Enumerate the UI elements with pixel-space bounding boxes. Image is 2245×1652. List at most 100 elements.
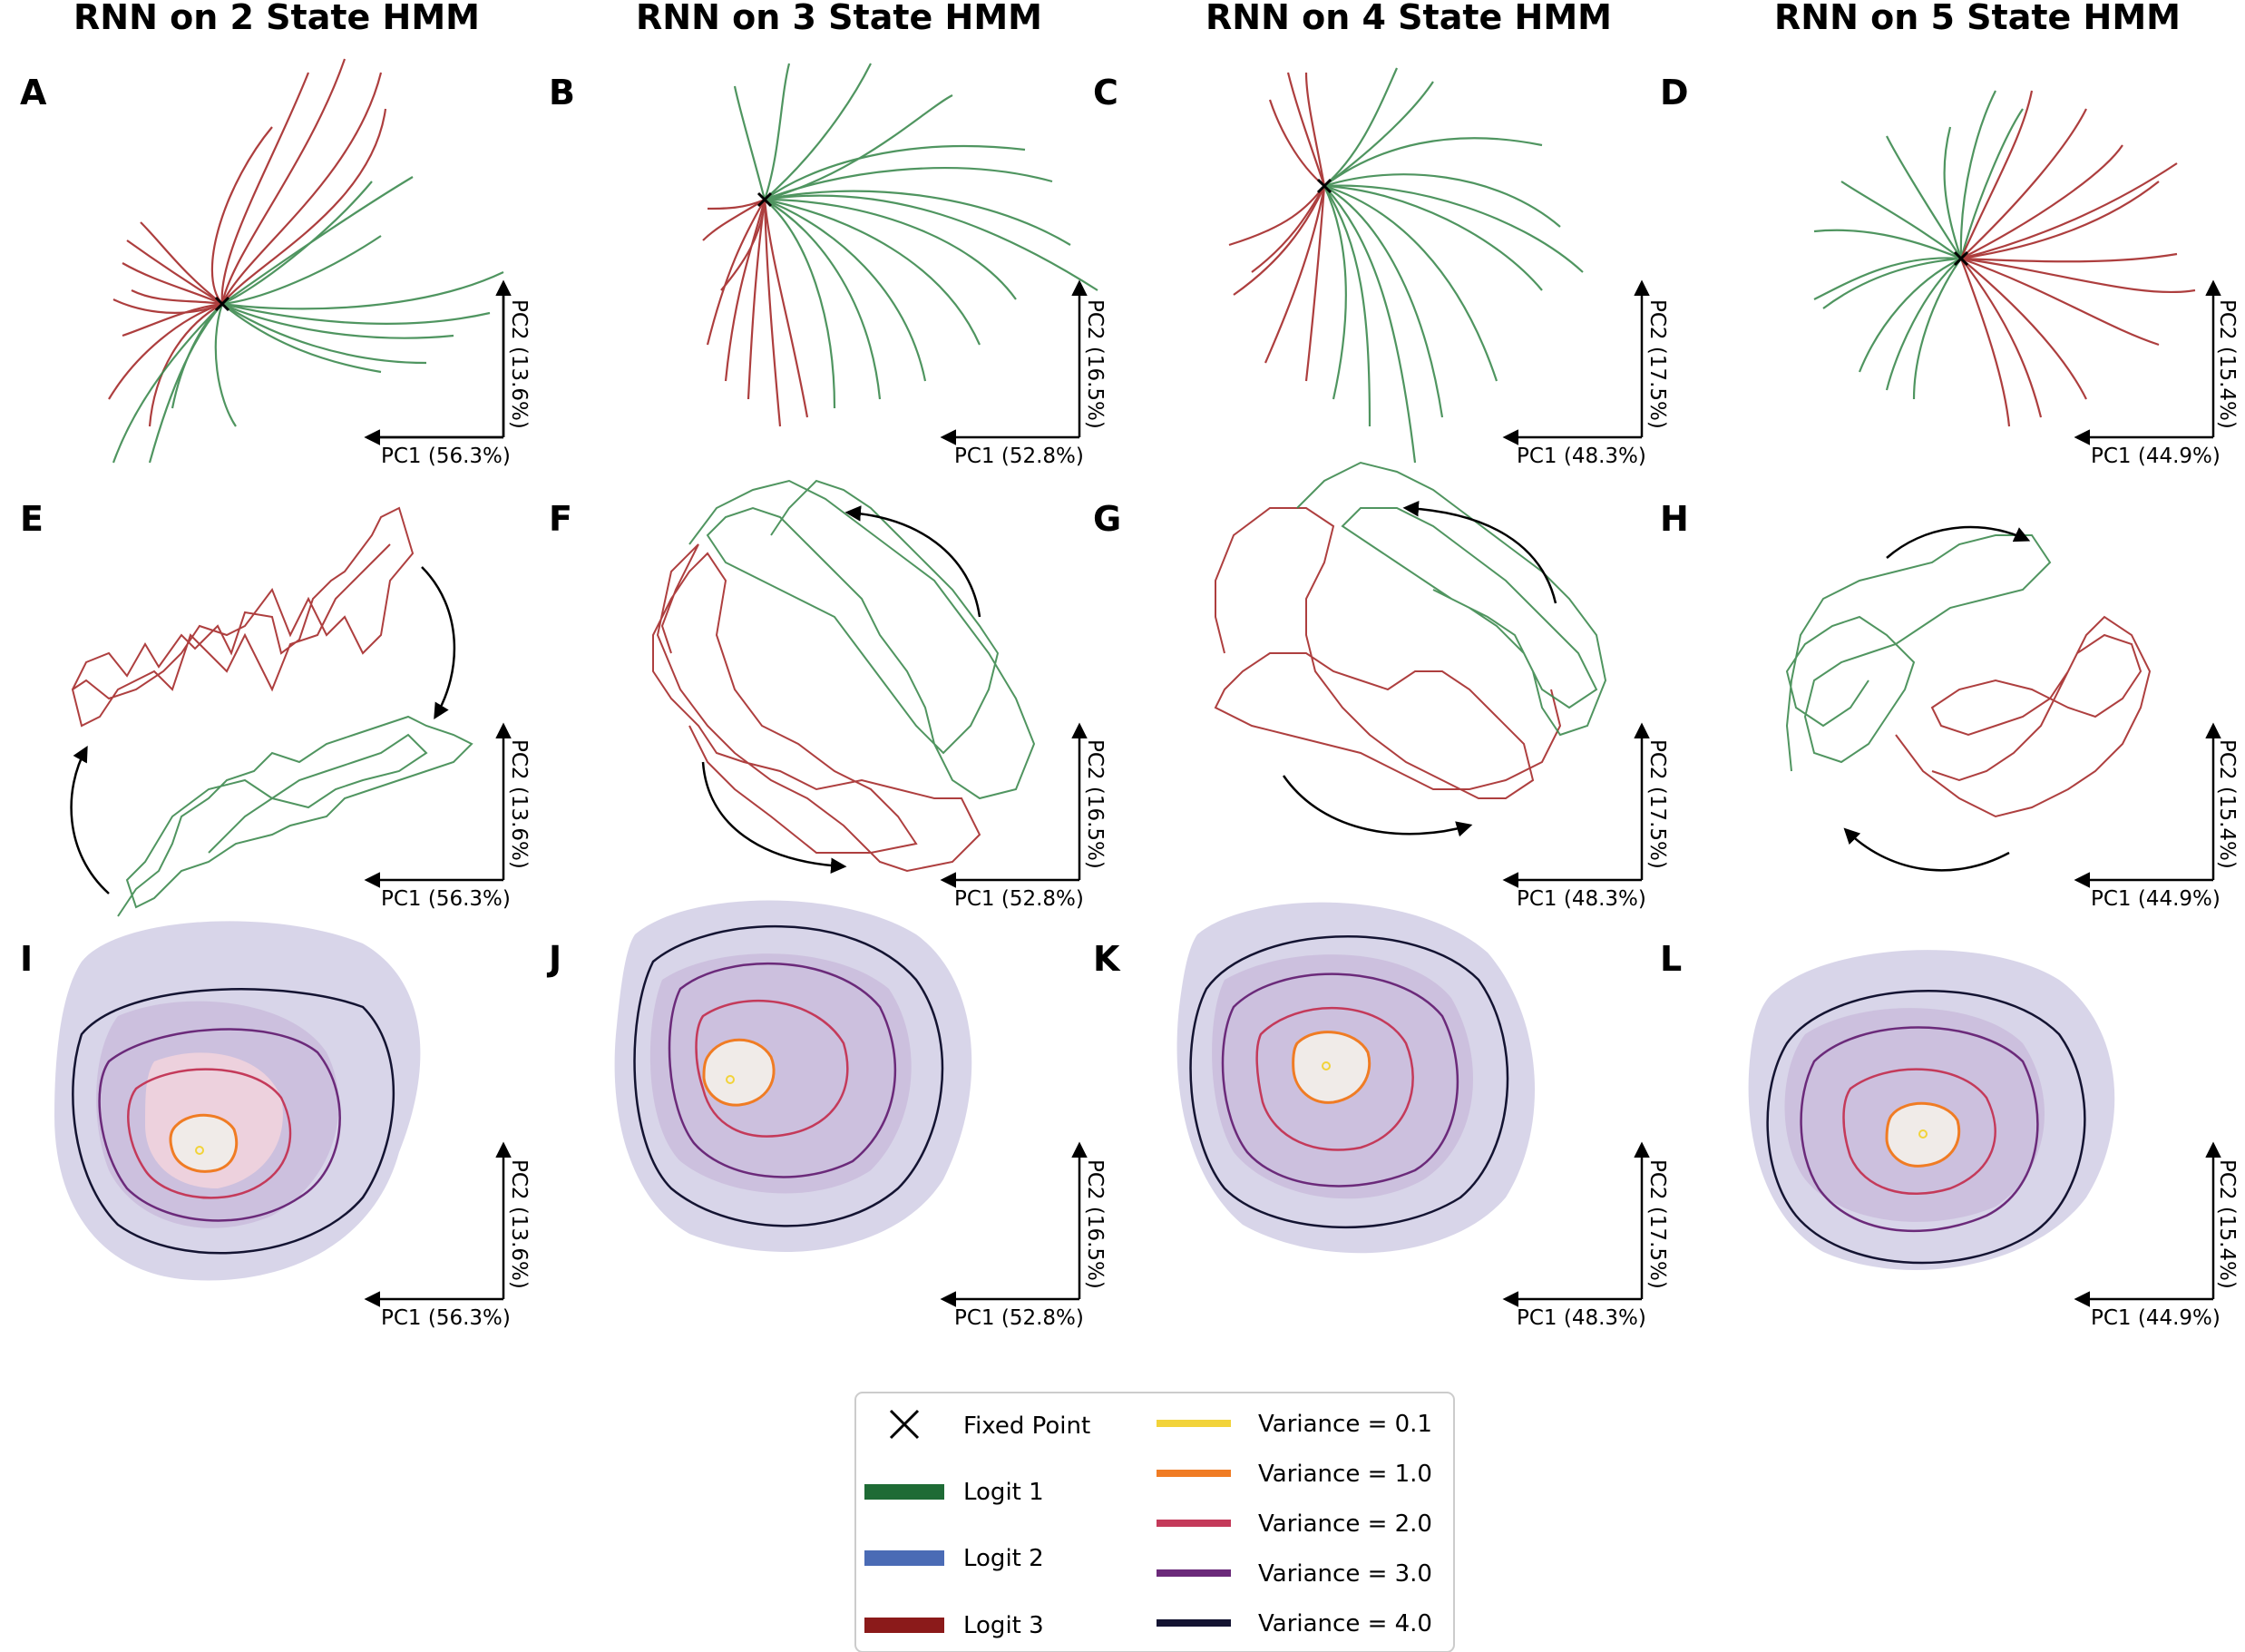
contour-var-2-L xyxy=(1842,1068,1996,1196)
red-sample-trajectory-H xyxy=(1895,615,2152,818)
pc-axis-B: PC1 (52.8%) PC2 (16.5%) xyxy=(940,279,1107,468)
fixed-point-B xyxy=(756,191,773,208)
legend-swatch-variance-3.0 xyxy=(1157,1569,1231,1577)
panel-letter-I: I xyxy=(20,939,33,979)
fixed-point-A xyxy=(214,296,230,312)
panel-I: I xyxy=(20,921,421,1281)
panel-letter-G: G xyxy=(1093,499,1121,539)
legend-swatch-variance-1.0 xyxy=(1157,1470,1231,1477)
legend-swatch-logit-3 xyxy=(864,1618,944,1633)
panel-letter-A: A xyxy=(20,73,47,112)
panel-C: C xyxy=(1093,67,1584,464)
panel-letter-E: E xyxy=(20,499,44,539)
red-trajectories-B xyxy=(702,198,809,427)
pc-axis-E: PC1 (56.3%) PC2 (13.6%) xyxy=(364,722,531,911)
pc-axes: PC1 (56.3%) PC2 (13.6%) PC1 (56.3%) PC2 … xyxy=(364,279,2239,1330)
pc2-label-G: PC2 (17.5%) xyxy=(1645,739,1669,869)
pc1-label-I: PC1 (56.3%) xyxy=(381,1306,511,1330)
legend-variance-0.1: Variance = 0.1 xyxy=(1157,1411,1432,1438)
legend-logit-2: Logit 2 xyxy=(864,1545,1044,1572)
flow-arrow-E-1 xyxy=(421,566,456,720)
contour-var-0.1-K xyxy=(1322,1061,1331,1070)
green-sample-trajectory-E xyxy=(117,715,473,917)
contour-var-3-I xyxy=(98,1028,341,1222)
panel-letter-B: B xyxy=(549,73,575,112)
pc-axis-H: PC1 (44.9%) PC2 (15.4%) xyxy=(2074,722,2239,911)
pc-axis-G: PC1 (48.3%) PC2 (17.5%) xyxy=(1502,722,1669,911)
panel-letter-H: H xyxy=(1660,499,1689,539)
legend-variance-4.0: Variance = 4.0 xyxy=(1157,1610,1432,1637)
red-trajectories-C xyxy=(1228,72,1326,382)
panel-letter-D: D xyxy=(1660,73,1689,112)
green-trajectories-C xyxy=(1323,67,1584,464)
green-sample-trajectory-F xyxy=(688,479,1036,800)
legend-variance-3.0: Variance = 3.0 xyxy=(1157,1560,1432,1588)
pc2-label-J: PC2 (16.5%) xyxy=(1083,1159,1107,1289)
red-trajectories-D xyxy=(1959,90,2196,427)
x-mark-icon xyxy=(889,1409,920,1440)
contour-var-3-L xyxy=(1800,1026,2039,1233)
legend-swatch-logit-2 xyxy=(864,1550,944,1566)
pc-axis-C: PC1 (48.3%) PC2 (17.5%) xyxy=(1502,279,1669,468)
contour-var-1-J xyxy=(702,1038,776,1107)
pc2-label-B: PC2 (16.5%) xyxy=(1083,299,1107,429)
pc2-label-F: PC2 (16.5%) xyxy=(1083,739,1107,869)
pc1-label-J: PC1 (52.8%) xyxy=(954,1306,1084,1330)
green-trajectories-A xyxy=(112,176,504,464)
pc1-label-L: PC1 (44.9%) xyxy=(2091,1306,2221,1330)
pc2-label-K: PC2 (17.5%) xyxy=(1645,1159,1669,1289)
panel-A: A xyxy=(20,58,504,464)
contour-var-4-K xyxy=(1189,935,1509,1229)
pc1-label-G: PC1 (48.3%) xyxy=(1517,887,1646,911)
legend-label-variance-4.0: Variance = 4.0 xyxy=(1258,1610,1432,1637)
panel-J: J xyxy=(546,900,972,1252)
panel-E: E xyxy=(20,499,473,917)
pc-axis-A: PC1 (56.3%) PC2 (13.6%) xyxy=(367,279,531,468)
contour-var-1-K xyxy=(1292,1031,1371,1104)
legend-label-logit-2: Logit 2 xyxy=(963,1545,1044,1572)
green-trajectories-B xyxy=(733,63,1098,409)
panel-D: D xyxy=(1660,73,2196,427)
fixed-point-C xyxy=(1316,178,1332,194)
contour-var-4-I xyxy=(72,988,395,1255)
pc-axis-J: PC1 (52.8%) PC2 (16.5%) xyxy=(940,1141,1107,1330)
legend-swatch-variance-0.1 xyxy=(1157,1420,1231,1427)
panel-H: H xyxy=(1660,499,2152,872)
pc-axis-D: PC1 (44.9%) PC2 (15.4%) xyxy=(2074,279,2239,468)
red-sample-trajectory-F xyxy=(652,543,981,873)
contour-var-2-I xyxy=(127,1068,292,1199)
pc-axis-F: PC1 (52.8%) PC2 (16.5%) xyxy=(940,722,1107,911)
density-mid-J xyxy=(649,953,912,1194)
contour-var-0.1-J xyxy=(726,1075,735,1084)
flow-arrow-G-1 xyxy=(1402,501,1557,604)
contour-var-0.1-L xyxy=(1918,1129,1928,1139)
fixed-point-D xyxy=(1953,250,1969,267)
pc1-label-E: PC1 (56.3%) xyxy=(381,887,511,911)
red-trajectories-A xyxy=(108,58,387,427)
legend-label-variance-0.1: Variance = 0.1 xyxy=(1258,1411,1432,1438)
pc-axis-I: PC1 (56.3%) PC2 (13.6%) xyxy=(364,1141,531,1330)
pc-axis-K: PC1 (48.3%) PC2 (17.5%) xyxy=(1502,1141,1669,1330)
contour-var-1-I xyxy=(169,1113,239,1173)
legend-fixed-point: Fixed Point xyxy=(889,1409,1090,1440)
column-title-1: RNN on 2 State HMM xyxy=(73,0,480,37)
flow-arrow-F-2 xyxy=(701,761,847,874)
panel-letter-J: J xyxy=(546,939,561,979)
column-title-2: RNN on 3 State HMM xyxy=(636,0,1042,37)
contour-var-2-J xyxy=(695,999,849,1138)
pc2-label-I: PC2 (13.6%) xyxy=(507,1159,531,1289)
pc1-label-H: PC1 (44.9%) xyxy=(2091,887,2221,911)
contour-var-0.1-I xyxy=(195,1146,204,1155)
legend-swatch-variance-2.0 xyxy=(1157,1520,1231,1527)
green-sample-trajectory-G xyxy=(1296,461,1607,737)
legend: Fixed Point Logit 1 Logit 2 Logit 3 Vari… xyxy=(854,1392,1455,1652)
legend-variance-1.0: Variance = 1.0 xyxy=(1157,1461,1432,1488)
contour-var-4-J xyxy=(633,924,944,1227)
pc2-label-H: PC2 (15.4%) xyxy=(2215,739,2239,869)
contour-var-4-L xyxy=(1766,990,2086,1265)
legend-logit-3: Logit 3 xyxy=(864,1612,1044,1639)
column-title-4: RNN on 5 State HMM xyxy=(1774,0,2181,37)
legend-box xyxy=(854,1392,1455,1652)
flow-arrow-H-2 xyxy=(1843,827,2010,872)
